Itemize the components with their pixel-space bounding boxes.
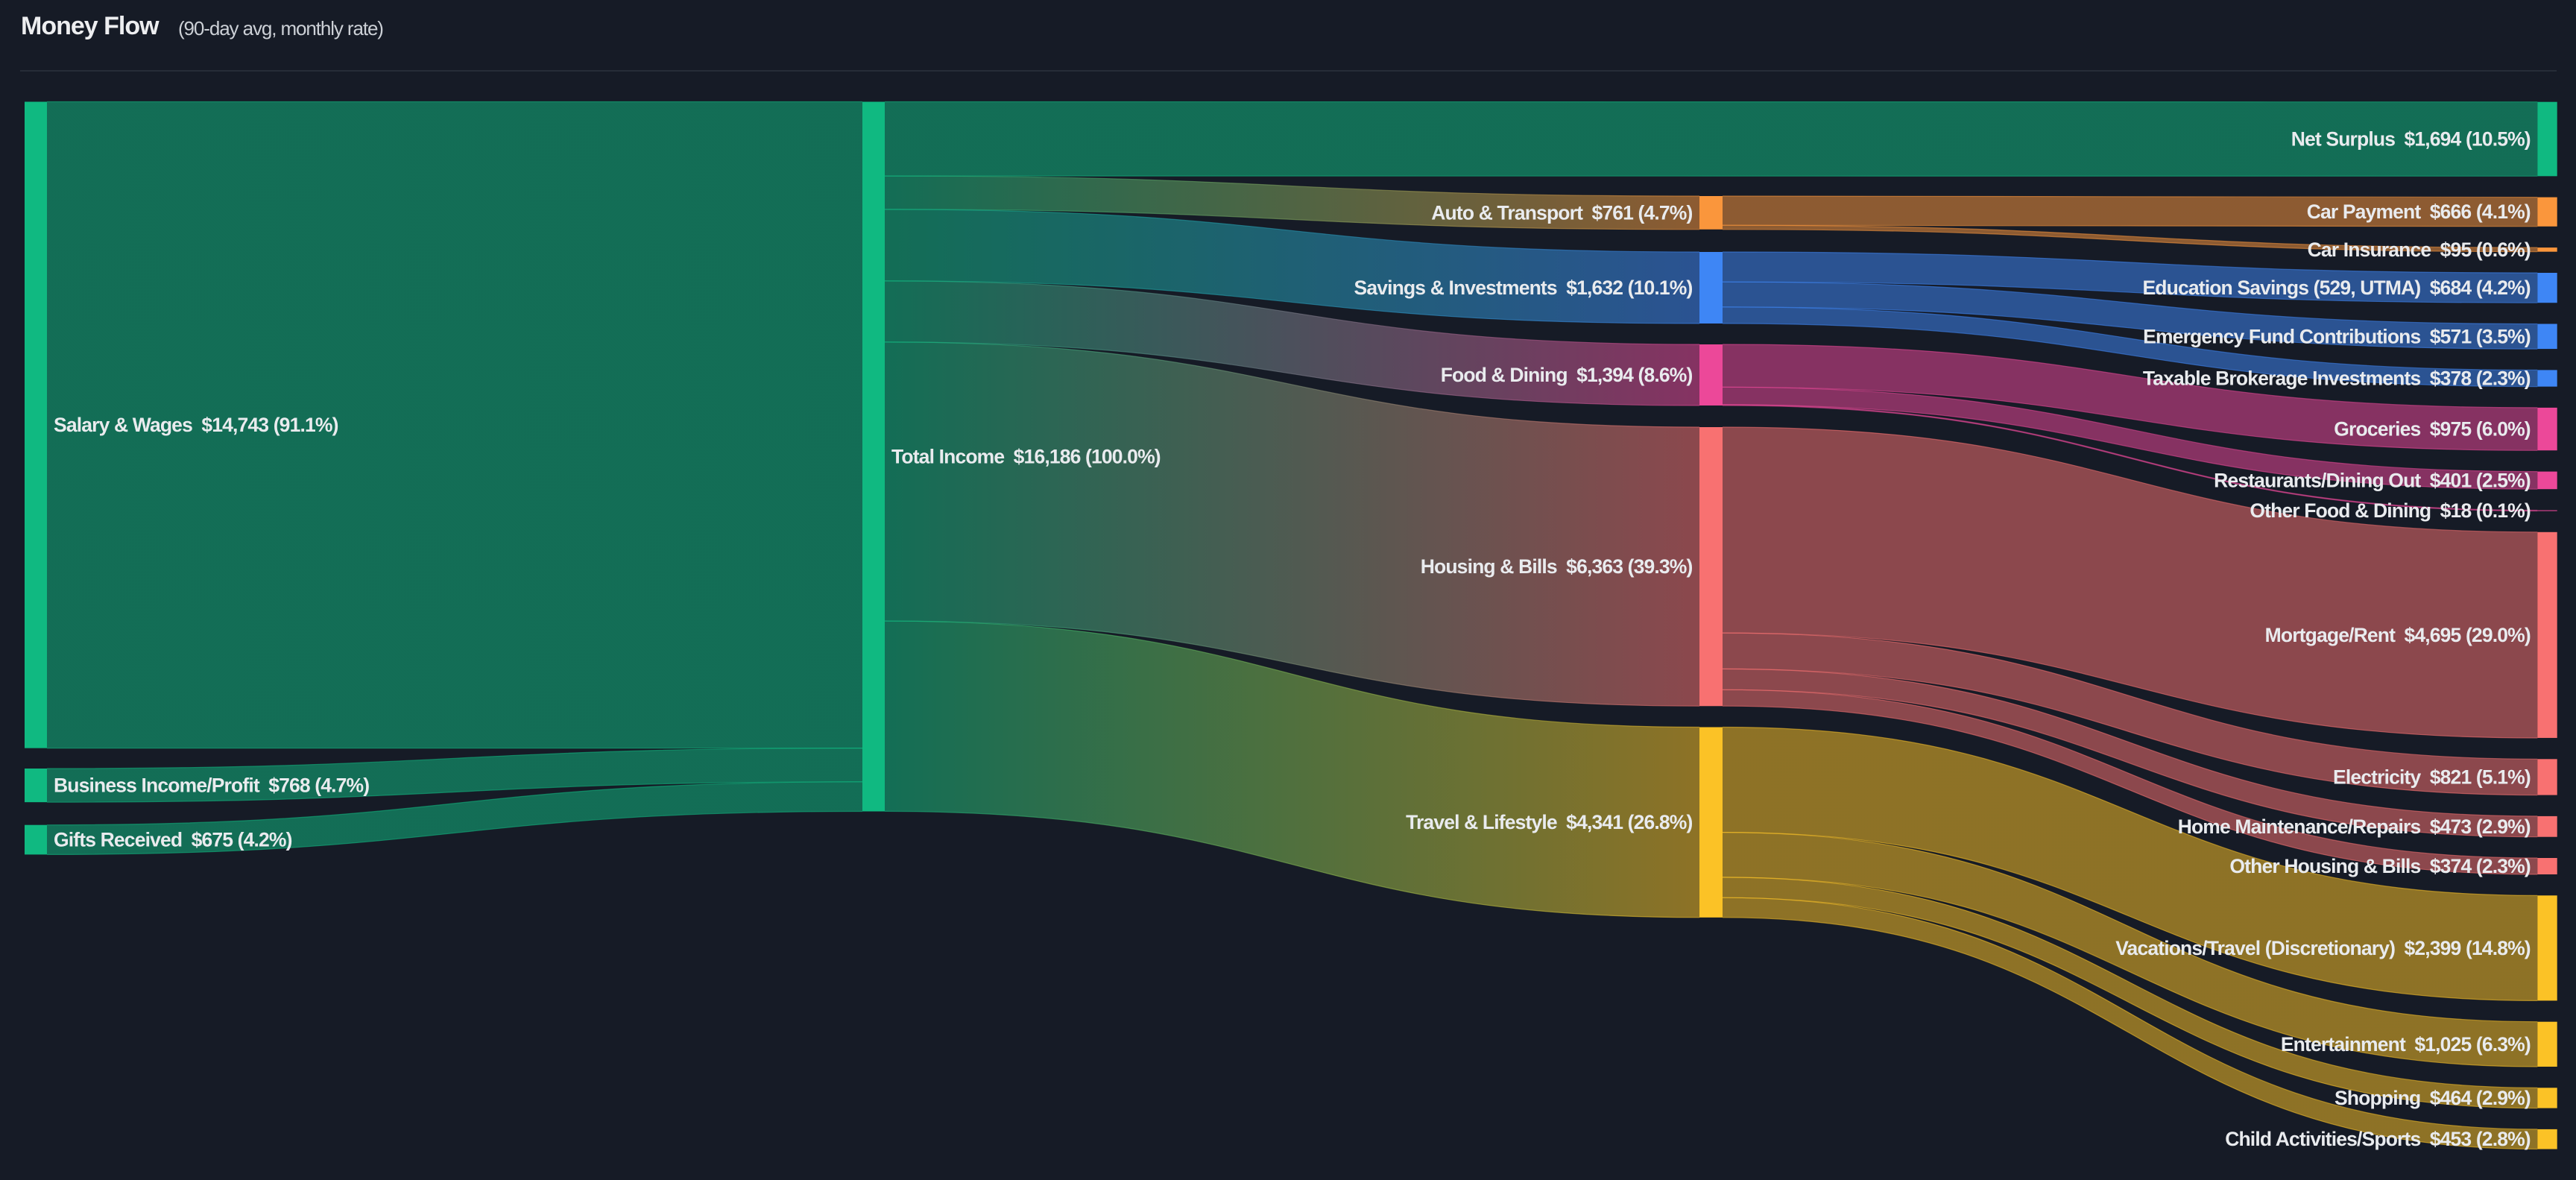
svg-text:Shopping $464 (2.9%): Shopping $464 (2.9%)	[2334, 1087, 2531, 1109]
svg-text:Education Savings (529, UTMA): Education Savings (529, UTMA) $684 (4.2%…	[2142, 277, 2530, 299]
svg-text:Business Income/Profit $768 (4: Business Income/Profit $768 (4.7%)	[54, 774, 369, 797]
svg-text:Food & Dining $1,394 (8.6%): Food & Dining $1,394 (8.6%)	[1441, 364, 1693, 386]
svg-text:Travel & Lifestyle $4,341 (26.: Travel & Lifestyle $4,341 (26.8%)	[1406, 811, 1692, 833]
svg-text:Total Income $16,186 (100.0%): Total Income $16,186 (100.0%)	[891, 446, 1161, 468]
svg-text:Salary & Wages $14,743 (91.1%): Salary & Wages $14,743 (91.1%)	[54, 414, 338, 436]
svg-text:Vacations/Travel (Discretionar: Vacations/Travel (Discretionary) $2,399 …	[2115, 937, 2531, 959]
svg-text:Emergency Fund Contributions $: Emergency Fund Contributions $571 (3.5%)	[2143, 325, 2531, 347]
svg-text:Restaurants/Dining Out $401 (2: Restaurants/Dining Out $401 (2.5%)	[2214, 469, 2531, 491]
svg-text:Groceries $975 (6.0%): Groceries $975 (6.0%)	[2334, 418, 2531, 441]
svg-text:Housing & Bills $6,363 (39.3%): Housing & Bills $6,363 (39.3%)	[1421, 555, 1693, 578]
svg-text:Entertainment $1,025 (6.3%): Entertainment $1,025 (6.3%)	[2281, 1033, 2531, 1056]
svg-text:Taxable Brokerage Investments: Taxable Brokerage Investments $378 (2.3%…	[2143, 367, 2531, 390]
svg-text:Gifts Received $675 (4.2%): Gifts Received $675 (4.2%)	[54, 829, 292, 851]
svg-text:Other Housing & Bills $374 (2.: Other Housing & Bills $374 (2.3%)	[2229, 855, 2530, 877]
svg-text:Net Surplus $1,694 (10.5%): Net Surplus $1,694 (10.5%)	[2291, 128, 2531, 151]
svg-text:Child Activities/Sports $453 (: Child Activities/Sports $453 (2.8%)	[2225, 1128, 2531, 1150]
svg-text:Car Insurance $95 (0.6%): Car Insurance $95 (0.6%)	[2308, 239, 2531, 261]
svg-text:Savings & Investments $1,632 (: Savings & Investments $1,632 (10.1%)	[1354, 277, 1693, 299]
svg-text:Other Food & Dining $18 (0.1%): Other Food & Dining $18 (0.1%)	[2250, 499, 2530, 522]
svg-text:Home Maintenance/Repairs $473: Home Maintenance/Repairs $473 (2.9%)	[2178, 815, 2531, 838]
svg-text:Auto & Transport $761 (4.7%): Auto & Transport $761 (4.7%)	[1431, 201, 1692, 224]
svg-text:Mortgage/Rent $4,695 (29.0%): Mortgage/Rent $4,695 (29.0%)	[2265, 624, 2531, 646]
svg-text:Car Payment $666 (4.1%): Car Payment $666 (4.1%)	[2307, 201, 2531, 223]
svg-text:Electricity $821 (5.1%): Electricity $821 (5.1%)	[2333, 766, 2531, 788]
